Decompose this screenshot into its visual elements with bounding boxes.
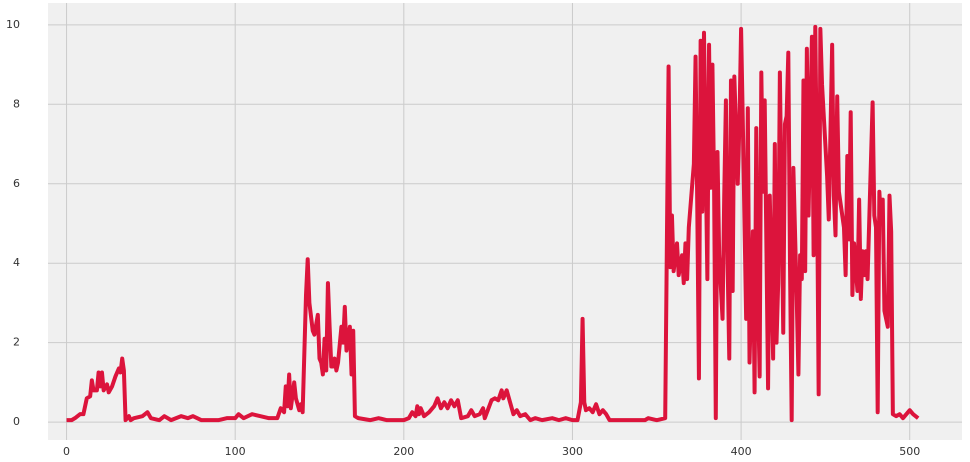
x-tick-label: 300 [562,445,583,458]
x-tick-label: 500 [899,445,920,458]
y-tick-label: 6 [13,177,20,190]
line [66,24,920,423]
y-tick-label: 0 [13,415,20,428]
x-tick-label: 100 [225,445,246,458]
x-tick-label: 400 [731,445,752,458]
x-tick-label: 200 [393,445,414,458]
x-tick-label: 0 [63,445,70,458]
y-tick-label: 4 [13,256,20,269]
plot-area [48,3,962,440]
y-tick-label: 10 [6,18,20,31]
y-tick-label: 2 [13,336,20,349]
y-tick-label: 8 [13,97,20,110]
